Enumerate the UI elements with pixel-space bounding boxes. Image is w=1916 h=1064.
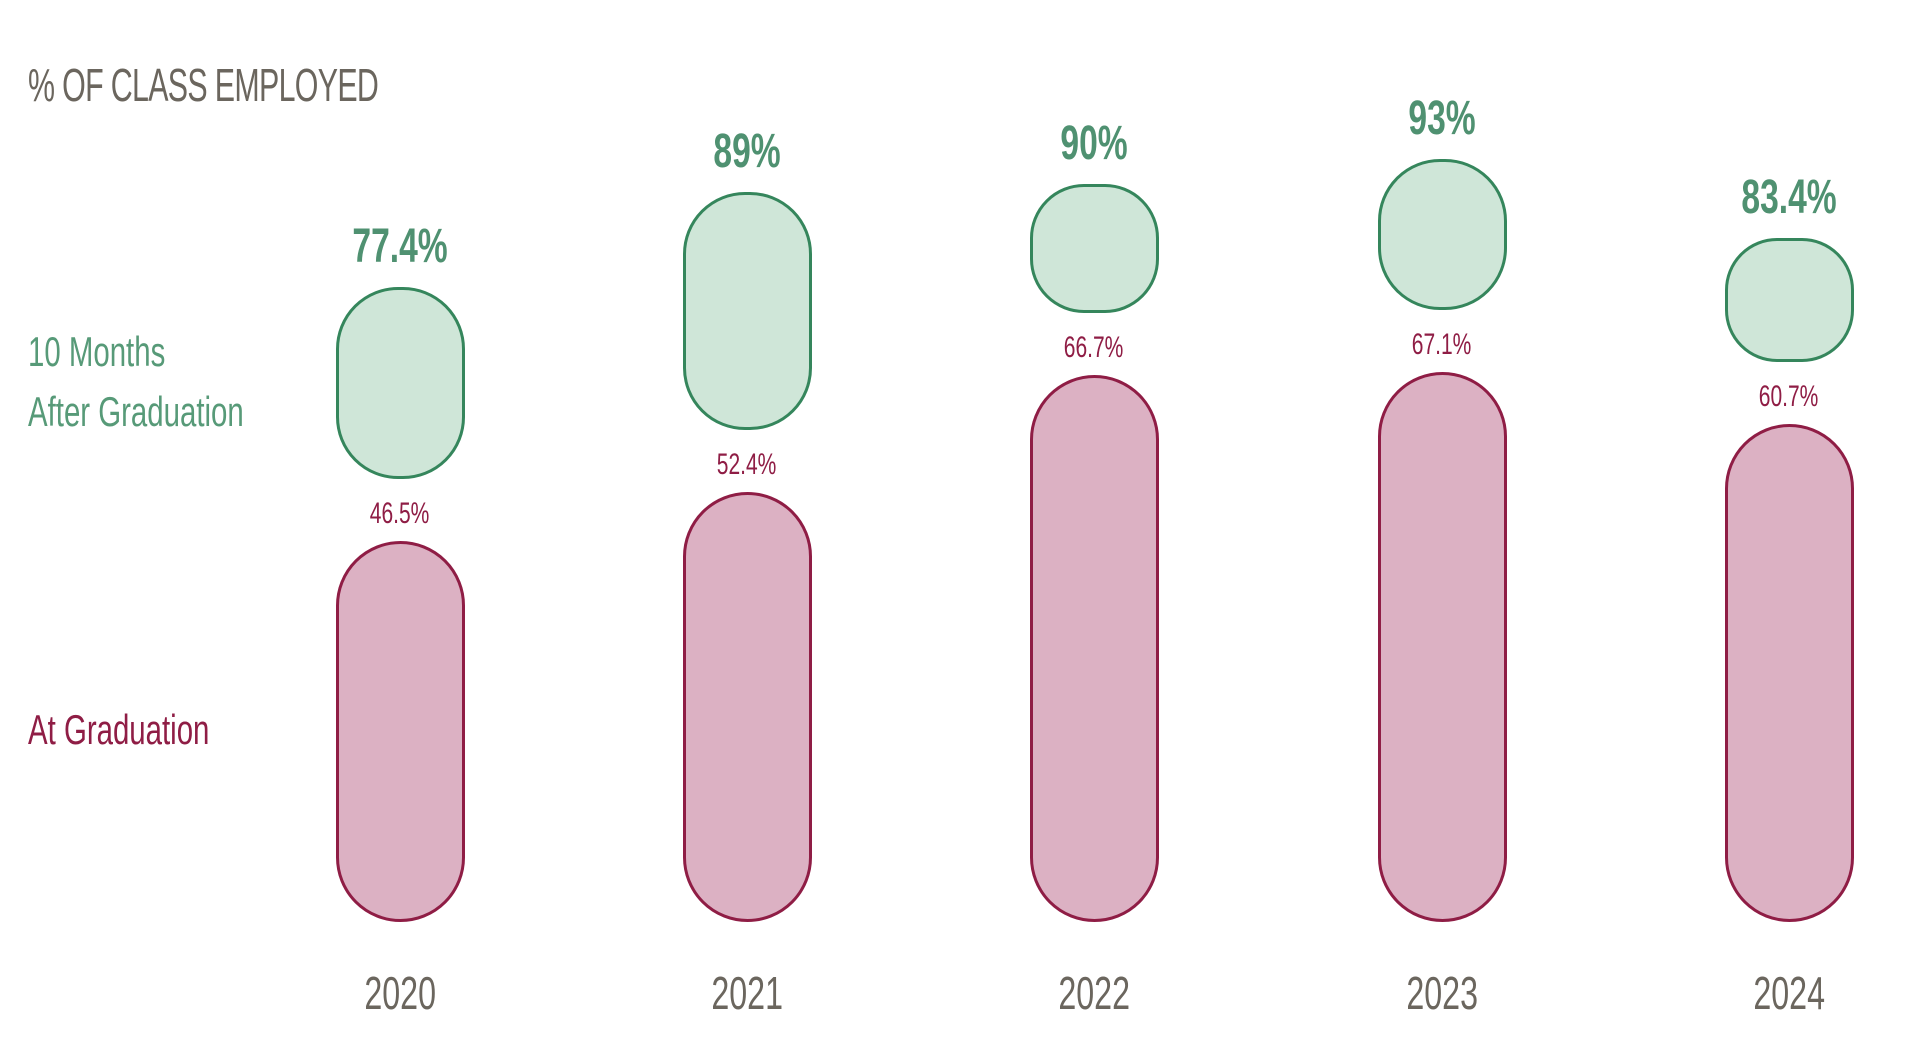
year-label-2022: 2022 — [1058, 967, 1130, 1019]
value-label-at-graduation-2023: 67.1% — [1412, 328, 1472, 361]
value-label-10-months-2023: 93% — [1408, 92, 1476, 145]
value-label-10-months-2020: 77.4% — [352, 220, 448, 273]
bar-10-months-2024 — [1724, 238, 1854, 362]
year-label-2021: 2021 — [711, 967, 783, 1019]
legend-at-graduation: At Graduation — [28, 700, 287, 760]
value-label-at-graduation-2024: 60.7% — [1759, 380, 1819, 413]
value-label-10-months-2024: 83.4% — [1741, 171, 1837, 224]
bar-at-graduation-2023 — [1377, 372, 1507, 922]
bar-10-months-2021 — [682, 192, 812, 430]
bar-at-graduation-2021 — [682, 492, 812, 922]
bar-10-months-2022 — [1029, 184, 1159, 313]
value-label-at-graduation-2021: 52.4% — [717, 448, 777, 481]
bar-at-graduation-2022 — [1029, 375, 1159, 922]
legend-10-months-after-graduation: 10 Months After Graduation — [28, 322, 336, 442]
year-label-2024: 2024 — [1753, 967, 1825, 1019]
bar-10-months-2020 — [335, 287, 465, 479]
bar-at-graduation-2024 — [1724, 424, 1854, 922]
bar-10-months-2023 — [1377, 159, 1507, 310]
value-label-10-months-2022: 90% — [1060, 117, 1128, 170]
legend-10-months-line-2: After Graduation — [28, 388, 244, 435]
bar-at-graduation-2020 — [335, 541, 465, 922]
chart-title: % OF CLASS EMPLOYED — [28, 58, 559, 112]
year-label-2020: 2020 — [364, 967, 436, 1019]
value-label-10-months-2021: 89% — [713, 125, 781, 178]
chart-title-text: % OF CLASS EMPLOYED — [28, 59, 379, 111]
year-label-2023: 2023 — [1406, 967, 1478, 1019]
legend-at-graduation-text: At Graduation — [28, 706, 210, 753]
legend-10-months-line-1: 10 Months — [28, 328, 166, 375]
value-label-at-graduation-2020: 46.5% — [370, 497, 430, 530]
value-label-at-graduation-2022: 66.7% — [1064, 331, 1124, 364]
